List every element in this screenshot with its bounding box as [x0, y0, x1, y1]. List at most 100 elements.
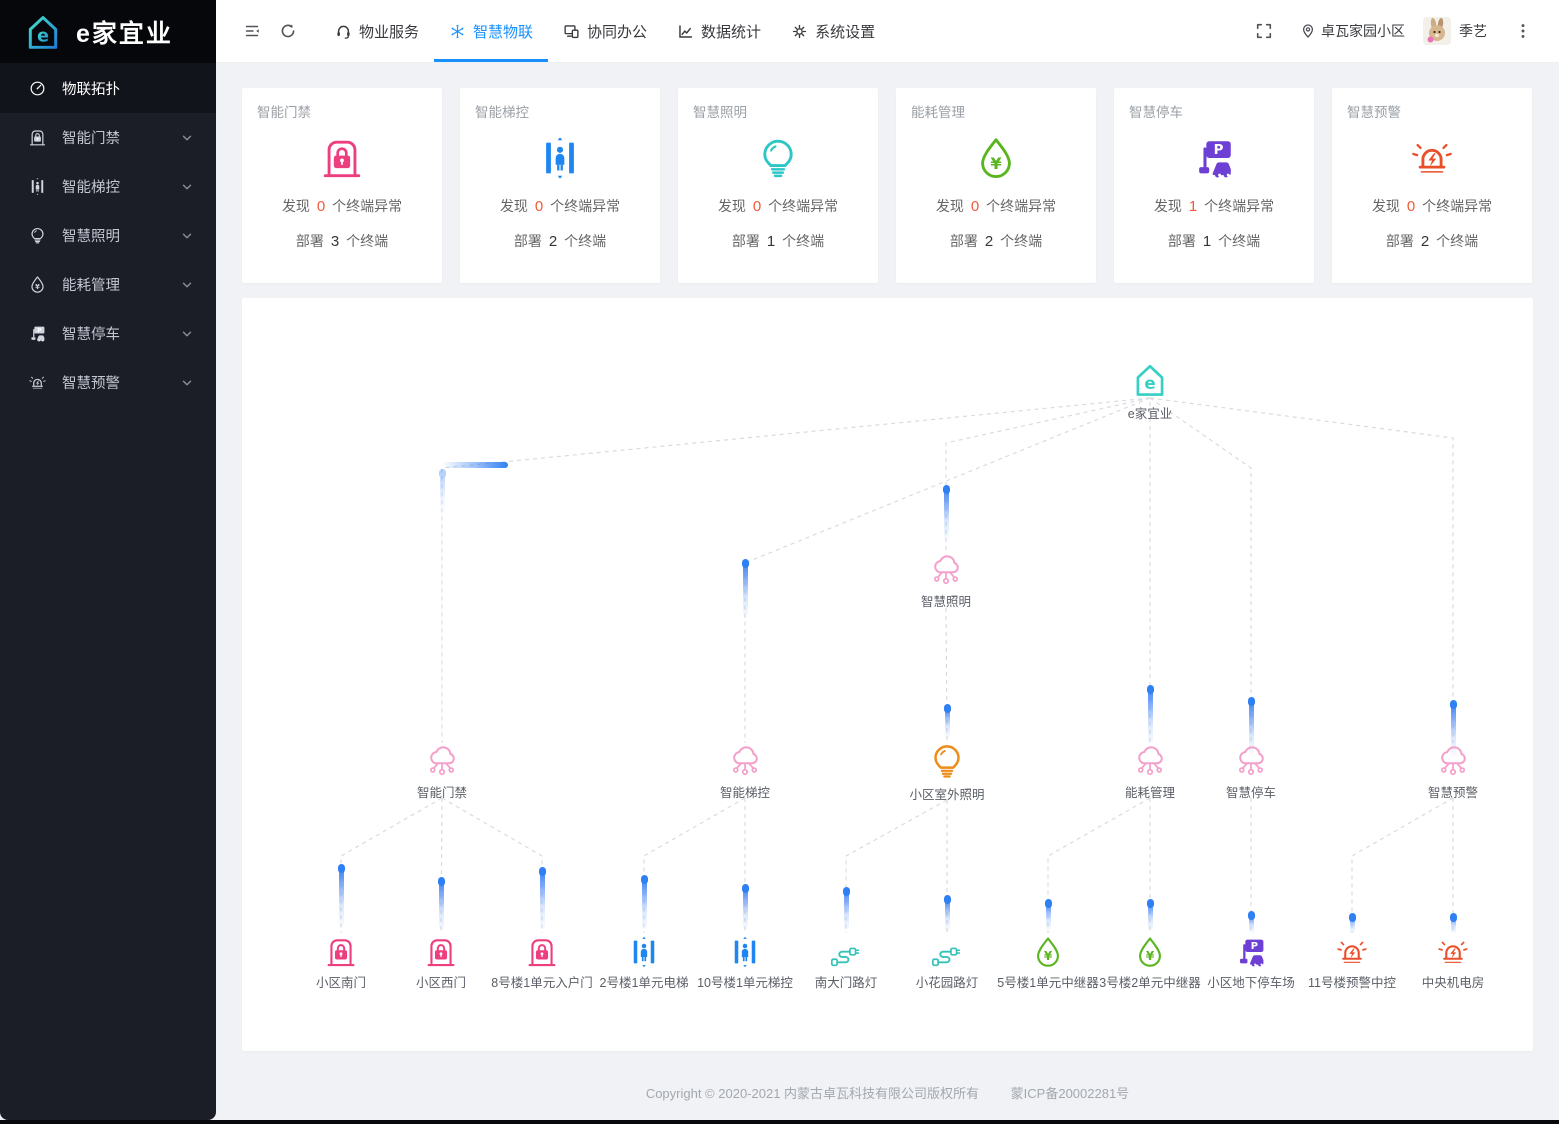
- card-energy-management[interactable]: 能耗管理 发现 0 个终端异常 部署 2 个终端: [896, 88, 1096, 283]
- found-label: 发现: [935, 198, 964, 214]
- brand-name: e家宜业: [76, 19, 173, 48]
- sidebar-item-energy-management[interactable]: 能耗管理: [0, 260, 216, 309]
- link-pulse: [1248, 911, 1255, 934]
- sidebar-item-elevator-control[interactable]: 智能梯控: [0, 162, 216, 211]
- sidebar-item-access-control[interactable]: 智能门禁: [0, 113, 216, 162]
- topo-node-west-gate[interactable]: 小区西门: [366, 935, 516, 991]
- user-menu[interactable]: 季艺: [1423, 17, 1487, 45]
- topo-node-label: 小区地下停车场: [1207, 976, 1295, 990]
- door-lock-icon: [324, 935, 358, 969]
- alarm-icon: [1409, 135, 1455, 181]
- more-dots-icon[interactable]: [1514, 22, 1532, 40]
- topo-node-elevator-control[interactable]: 智能梯控: [670, 743, 820, 801]
- sidebar-item-smart-lighting[interactable]: 智慧照明: [0, 211, 216, 260]
- topo-node-alert[interactable]: 智慧预警: [1378, 743, 1528, 801]
- topo-node-underground-parking[interactable]: 小区地下停车场: [1176, 935, 1326, 991]
- community-selector[interactable]: 卓瓦家园小区: [1300, 21, 1405, 41]
- card-smart-alert[interactable]: 智慧预警 发现 0 个终端异常 部署 2 个终端: [1332, 88, 1532, 283]
- topo-node-label: 3号楼2单元中继器: [1099, 976, 1201, 990]
- card-title: 智能门禁: [257, 105, 311, 120]
- card-title: 能耗管理: [911, 105, 965, 120]
- topo-node-south-gate[interactable]: 小区南门: [266, 935, 416, 991]
- fullscreen-icon[interactable]: [1255, 22, 1273, 40]
- deployed-count: 2: [548, 233, 558, 250]
- topo-node-parking[interactable]: 智慧停车: [1176, 743, 1326, 801]
- parking-icon: [28, 324, 47, 343]
- topo-node-root[interactable]: e家宜业: [1075, 360, 1225, 422]
- location-pin-icon: [1300, 23, 1316, 39]
- page-footer: Copyright © 2020-2021 内蒙古卓瓦科技有限公司版权所有 蒙I…: [216, 1083, 1559, 1102]
- found-label: 发现: [1371, 198, 1400, 214]
- parking-icon: [1234, 935, 1268, 969]
- door-lock-icon: [28, 128, 47, 147]
- elevator-icon: [627, 935, 661, 969]
- card-access-control[interactable]: 智能门禁 发现 0 个终端异常 部署 3 个终端: [242, 88, 442, 283]
- sidebar-item-iot-topology[interactable]: 物联拓扑: [0, 63, 216, 113]
- iot-icon: [449, 23, 466, 40]
- topo-node-b11-alert-center[interactable]: 11号楼预警中控: [1277, 935, 1427, 991]
- topo-node-label: e家宜业: [1127, 407, 1173, 421]
- topo-node-label: 10号楼1单元梯控: [697, 976, 793, 990]
- tab-system-settings[interactable]: 系统设置: [776, 0, 890, 62]
- chevron-down-icon: [180, 131, 194, 145]
- deployed-count: 1: [1202, 233, 1212, 250]
- chevron-down-icon: [180, 278, 194, 292]
- card-smart-parking[interactable]: 智慧停车 发现 1 个终端异常 部署 1 个终端: [1114, 88, 1314, 283]
- topo-node-access[interactable]: 智能门禁: [367, 743, 517, 801]
- topo-node-energy[interactable]: 能耗管理: [1075, 743, 1225, 801]
- topo-node-b5u1-relay[interactable]: 5号楼1单元中继器: [973, 935, 1123, 991]
- main-area: 物业服务 智慧物联 协同办公 数据统计 系统设置 卓瓦家: [216, 0, 1559, 1124]
- sidebar-item-label: 智慧停车: [62, 327, 120, 343]
- topo-node-b8u1-entry-door[interactable]: 8号楼1单元入户门: [467, 935, 617, 991]
- abnormal-suffix: 个终端异常: [1422, 198, 1493, 214]
- link-pulse: [1147, 899, 1154, 932]
- topo-node-central-machine-room[interactable]: 中央机电房: [1378, 935, 1528, 991]
- menu-fold-icon[interactable]: [243, 22, 261, 40]
- card-title: 智慧照明: [693, 105, 747, 120]
- tab-label: 数据统计: [701, 23, 762, 41]
- tab-collaboration[interactable]: 协同办公: [548, 0, 662, 62]
- abnormal-count: 1: [1188, 198, 1198, 215]
- house-e-icon: [1130, 360, 1170, 400]
- link-pulse: [641, 875, 648, 931]
- topo-node-label: 智能梯控: [719, 786, 770, 800]
- cloud-network-icon: [928, 552, 964, 588]
- card-elevator-control[interactable]: 智能梯控 发现 0 个终端异常 部署 2 个终端: [460, 88, 660, 283]
- abnormal-count: 0: [752, 198, 762, 215]
- topo-node-south-gate-lamp[interactable]: 南大门路灯: [771, 935, 921, 991]
- abnormal-suffix: 个终端异常: [1204, 198, 1275, 214]
- card-smart-lighting[interactable]: 智慧照明 发现 0 个终端异常 部署 1 个终端: [678, 88, 878, 283]
- sidebar-item-smart-alert[interactable]: 智慧预警: [0, 358, 216, 407]
- topo-node-lighting[interactable]: 智慧照明: [871, 552, 1021, 610]
- topo-node-b3u2-relay[interactable]: 3号楼2单元中继器: [1075, 935, 1225, 991]
- topo-node-b10u1-elevator[interactable]: 10号楼1单元梯控: [670, 935, 820, 991]
- alarm-icon: [28, 373, 47, 392]
- chevron-down-icon: [180, 327, 194, 341]
- topo-node-outdoor-lighting[interactable]: 小区室外照明: [872, 741, 1022, 803]
- tab-smart-iot[interactable]: 智慧物联: [434, 0, 549, 62]
- card-title: 智慧停车: [1129, 105, 1183, 120]
- topo-node-garden-lamp[interactable]: 小花园路灯: [872, 935, 1022, 991]
- topo-node-label: 小区室外照明: [909, 788, 985, 802]
- deploy-label: 部署: [1385, 233, 1414, 249]
- tab-property-service[interactable]: 物业服务: [320, 0, 434, 62]
- tab-label: 智慧物联: [473, 23, 534, 41]
- topo-node-label: 小区西门: [415, 976, 466, 990]
- abnormal-suffix: 个终端异常: [768, 198, 839, 214]
- refresh-icon[interactable]: [279, 22, 297, 40]
- door-lock-icon: [525, 935, 559, 969]
- link-pulse: [742, 559, 749, 620]
- elevator-icon: [728, 935, 762, 969]
- cloud-network-icon: [1435, 743, 1471, 779]
- tab-statistics[interactable]: 数据统计: [662, 0, 776, 62]
- topo-node-label: 智慧停车: [1225, 786, 1276, 800]
- topo-node-b2u1-elevator[interactable]: 2号楼1单元电梯: [569, 935, 719, 991]
- deploy-label: 部署: [1167, 233, 1196, 249]
- found-label: 发现: [717, 198, 746, 214]
- abnormal-count: 0: [1406, 198, 1416, 215]
- sidebar-item-smart-parking[interactable]: 智慧停车: [0, 309, 216, 358]
- elevator-icon: [537, 135, 583, 181]
- gauge-icon: [28, 79, 47, 98]
- topo-node-label: 8号楼1单元入户门: [491, 976, 593, 990]
- app-logo[interactable]: e e家宜业: [0, 0, 216, 63]
